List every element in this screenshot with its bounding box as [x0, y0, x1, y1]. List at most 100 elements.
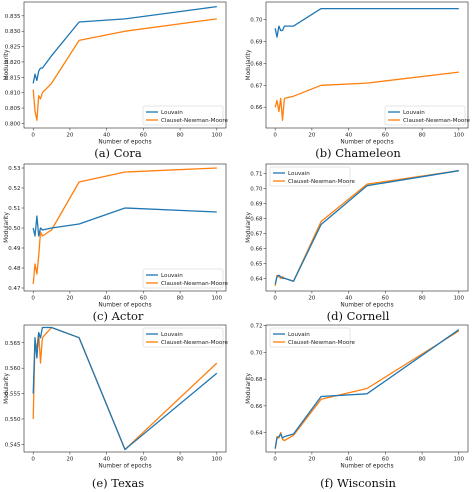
y-tick-label: 0.69: [250, 202, 263, 208]
x-axis-label: Number of epochs: [340, 464, 393, 470]
x-tick-label: 80: [419, 296, 426, 302]
x-tick-label: 60: [140, 457, 147, 463]
series-line-clauset-newman-moore: [32, 18, 217, 121]
x-tick-label: 100: [212, 296, 223, 302]
y-tick-label: 0.810: [5, 91, 21, 97]
x-tick-label: 100: [454, 133, 465, 139]
legend-box: [269, 166, 351, 187]
x-tick-label: 20: [308, 296, 315, 302]
y-axis-label: Modularity: [246, 373, 252, 404]
y-tick-label: 0.545: [5, 442, 21, 448]
legend-entry: Clauset-Newman-Moore: [288, 179, 355, 185]
x-axis-label: Number of epochs: [98, 464, 151, 470]
legend-box: [269, 327, 351, 348]
y-axis-label: Modularity: [246, 212, 252, 243]
x-tick-label: 100: [454, 457, 465, 463]
legend: Louvain Clauset-Newman-Moore: [269, 327, 355, 348]
x-tick-label: 20: [308, 457, 315, 463]
legend-entry: Louvain: [161, 273, 183, 279]
y-tick-label: 0.835: [5, 14, 21, 20]
subfigure-caption: (a) Cora: [94, 146, 142, 160]
legend-entry: Louvain: [288, 332, 310, 338]
y-tick-label: 0.53: [8, 166, 21, 172]
y-tick-label: 0.825: [5, 45, 21, 51]
x-tick-label: 0: [31, 296, 35, 302]
y-tick-label: 0.66: [250, 105, 263, 111]
x-axis-label: Number of epochs: [98, 303, 151, 309]
subfigure-caption: (c) Actor: [93, 309, 144, 323]
y-tick-label: 0.565: [5, 341, 21, 347]
legend: Louvain Clauset-Newman-Moore: [269, 166, 355, 187]
y-tick-label: 0.820: [5, 60, 21, 66]
legend-box: [384, 105, 466, 126]
y-tick-label: 0.47: [8, 286, 21, 292]
x-tick-label: 40: [345, 457, 352, 463]
series-line-clauset-newman-moore: [274, 71, 459, 121]
legend-entry: Clauset-Newman-Moore: [403, 118, 470, 124]
legend-entry: Clauset-Newman-Moore: [288, 340, 355, 346]
chart-panel-3: 0 20 40 60 80 100 0.47 0.48 0.49 0.50 0.51 0.52 0.53…: [4, 163, 228, 323]
y-tick-label: 0.52: [8, 186, 20, 192]
y-tick-label: 0.560: [5, 366, 21, 372]
series-line-louvain: [32, 207, 217, 237]
y-tick-label: 0.65: [250, 261, 263, 267]
subfigure-caption: (f) Wisconsin: [320, 476, 396, 490]
y-tick-label: 0.71: [250, 172, 262, 178]
y-tick-label: 0.70: [250, 18, 263, 24]
x-tick-label: 80: [419, 133, 426, 139]
legend-entry: Clauset-Newman-Moore: [161, 281, 228, 287]
x-tick-label: 40: [345, 296, 352, 302]
x-tick-label: 100: [454, 296, 465, 302]
x-tick-label: 80: [177, 133, 184, 139]
y-tick-label: 0.69: [250, 39, 263, 45]
y-axis-label: Modularity: [4, 212, 10, 243]
y-tick-label: 0.49: [8, 246, 21, 252]
subfigure-caption: (d) Cornell: [327, 309, 390, 323]
legend-entry: Louvain: [288, 171, 310, 177]
x-axis-label: Number of epochs: [340, 140, 393, 146]
x-tick-label: 40: [103, 457, 110, 463]
x-tick-label: 20: [66, 296, 73, 302]
x-tick-label: 80: [177, 457, 184, 463]
x-axis-label: Number of epochs: [98, 140, 151, 146]
y-tick-label: 0.66: [250, 246, 263, 252]
x-tick-label: 0: [31, 457, 35, 463]
y-tick-label: 0.70: [250, 187, 263, 193]
y-tick-label: 0.68: [250, 377, 263, 383]
legend-box: [142, 105, 224, 126]
x-tick-label: 60: [140, 296, 147, 302]
legend-box: [142, 327, 224, 348]
legend-entry: Louvain: [161, 332, 183, 338]
x-tick-label: 80: [177, 296, 184, 302]
y-tick-label: 0.67: [250, 83, 263, 89]
x-tick-label: 100: [212, 133, 223, 139]
y-tick-label: 0.550: [5, 417, 21, 423]
legend: Louvain Clauset-Newman-Moore: [384, 105, 470, 126]
y-tick-label: 0.800: [5, 121, 21, 127]
x-tick-label: 0: [273, 133, 277, 139]
series-line-louvain: [32, 5, 217, 84]
series-line-louvain: [32, 326, 218, 451]
legend: Louvain Clauset-Newman-Moore: [142, 268, 228, 289]
y-tick-label: 0.72: [250, 324, 262, 330]
legend: Louvain Clauset-Newman-Moore: [142, 105, 228, 126]
y-tick-label: 0.64: [250, 431, 263, 437]
x-tick-label: 60: [382, 296, 389, 302]
y-tick-label: 0.50: [8, 226, 21, 232]
y-tick-label: 0.48: [8, 266, 21, 272]
x-tick-label: 20: [66, 457, 73, 463]
legend: Louvain Clauset-Newman-Moore: [142, 327, 228, 348]
x-tick-label: 60: [382, 457, 389, 463]
x-tick-label: 60: [140, 133, 147, 139]
y-tick-label: 0.68: [250, 217, 263, 223]
x-tick-label: 20: [308, 133, 315, 139]
y-tick-label: 0.830: [5, 29, 21, 35]
x-tick-label: 0: [273, 457, 277, 463]
subfigure-caption: (e) Texas: [92, 476, 144, 490]
x-tick-label: 0: [31, 133, 35, 139]
x-tick-label: 100: [212, 457, 223, 463]
x-tick-label: 0: [273, 296, 277, 302]
legend-entry: Clauset-Newman-Moore: [161, 118, 228, 124]
series-line-louvain: [274, 329, 460, 449]
